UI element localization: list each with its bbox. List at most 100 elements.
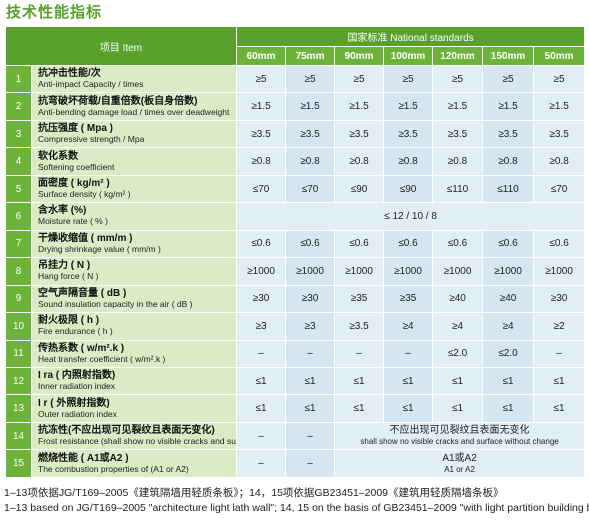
value-cell: ≥1.5 xyxy=(383,92,434,121)
property-name: 干燥收缩值 ( mm/m ) Drying shrinkage value ( m… xyxy=(30,229,238,259)
property-name-zh: 抗冲击性能/次 xyxy=(38,68,101,80)
value-cell: ≤1 xyxy=(285,366,336,396)
value-cell: ≥40 xyxy=(482,284,535,314)
row-number: 3 xyxy=(5,119,32,149)
value-cell: ≥1.5 xyxy=(533,92,586,121)
table-row: 1 抗冲击性能/次 Anti-impact Capacity / times ≥5 ≥5… xyxy=(5,64,586,94)
value-cell: ≥1000 xyxy=(533,257,586,286)
property-name: 抗冻性(不应出现可见裂纹且表面无变化) Frost resistance (sha… xyxy=(30,421,238,451)
table-row: 10 耐火极限 ( h ) Fire endurance ( h ) ≥3 ≥3 ≥3.5… xyxy=(5,312,586,341)
value-cell: ≥30 xyxy=(285,284,336,314)
property-name-zh: 抗弯破坏荷载/自重倍数(板自身倍数) xyxy=(38,95,198,107)
value-cell: ≤1 xyxy=(482,366,535,396)
value-cell: ≥0.8 xyxy=(482,147,535,176)
property-name: 吊挂力 ( N ) Hang force ( N ) xyxy=(30,257,238,286)
property-name-zh: 含水率 (%) xyxy=(38,205,87,217)
property-name-zh: 抗压强度 ( Mpa ) xyxy=(38,123,113,135)
value-cell: ≤1 xyxy=(432,366,484,396)
value-cell: ≤90 xyxy=(383,174,434,204)
value-cell: ≥3.5 xyxy=(334,119,385,149)
merged-value-en: A1 or A2 xyxy=(444,464,475,474)
row-number: 6 xyxy=(5,202,32,231)
row-number: 1 xyxy=(5,64,32,94)
table-row: 13 I r ( 外照射指数) Outer radiation index ≤1 ≤1 ≤… xyxy=(5,394,586,423)
spec-table-container: 项目 Item 国家标准 National standards 60mm 75m… xyxy=(4,26,586,478)
property-name-zh: 吊挂力 ( N ) xyxy=(38,260,91,272)
value-cell: ≤0.6 xyxy=(533,229,586,259)
value-cell: – xyxy=(285,449,336,478)
property-name: 面密度 ( kg/m² ) Surface density ( kg/m² ) xyxy=(30,174,238,204)
value-cell: ≥3 xyxy=(236,312,287,341)
property-name: I r ( 外照射指数) Outer radiation index xyxy=(30,394,238,423)
value-cell: ≤0.6 xyxy=(236,229,287,259)
value-cell: ≥5 xyxy=(236,64,287,94)
value-cell: ≥1000 xyxy=(383,257,434,286)
row-number: 10 xyxy=(5,312,32,341)
value-cell: ≥0.8 xyxy=(533,147,586,176)
table-row: 14 抗冻性(不应出现可见裂纹且表面无变化) Frost resistance (s… xyxy=(5,421,586,451)
property-name-en: Surface density ( kg/m² ) xyxy=(38,189,131,200)
value-cell: ≥40 xyxy=(432,284,484,314)
row-number: 7 xyxy=(5,229,32,259)
row-number: 2 xyxy=(5,92,32,121)
column-header: 60mm xyxy=(236,46,287,66)
property-name: 抗弯破坏荷载/自重倍数(板自身倍数) Anti-bending damage lo… xyxy=(30,92,238,121)
column-header: 90mm xyxy=(334,46,385,66)
value-cell: ≤2.0 xyxy=(432,339,484,368)
value-cell: – xyxy=(334,339,385,368)
value-cell: ≤1 xyxy=(236,366,287,396)
row-number: 8 xyxy=(5,257,32,286)
value-cell: – xyxy=(285,339,336,368)
value-cell: ≥0.8 xyxy=(383,147,434,176)
value-cell: ≥3.5 xyxy=(383,119,434,149)
value-cell: ≤0.6 xyxy=(432,229,484,259)
value-cell: ≥1000 xyxy=(482,257,535,286)
property-name-zh: 软化系数 xyxy=(38,150,78,162)
value-cell: ≥1000 xyxy=(432,257,484,286)
property-name-en: Drying shrinkage value ( mm/m ) xyxy=(38,243,161,254)
value-cell: ≥5 xyxy=(482,64,535,94)
value-cell: ≤0.6 xyxy=(383,229,434,259)
value-cell: ≤1 xyxy=(482,394,535,423)
value-cell: ≤0.6 xyxy=(482,229,535,259)
value-cell: ≥3.5 xyxy=(432,119,484,149)
column-header: 75mm xyxy=(285,46,336,66)
table-row: 9 空气声隔音量 ( dB ) Sound insulation capacity … xyxy=(5,284,586,314)
value-cell: ≥3.5 xyxy=(334,312,385,341)
merged-value-en: shall show no visible cracks and surface… xyxy=(360,437,559,447)
value-cell: ≤0.6 xyxy=(285,229,336,259)
row-number: 12 xyxy=(5,366,32,396)
value-cell: ≥1.5 xyxy=(432,92,484,121)
merged-value-zh: 不应出现可见裂纹且表面无变化 xyxy=(389,425,530,437)
value-cell: ≤1 xyxy=(334,366,385,396)
value-cell: ≥3.5 xyxy=(482,119,535,149)
property-name-en: Softening coefficient xyxy=(38,161,115,172)
value-cell: ≥2 xyxy=(533,312,586,341)
row-number: 4 xyxy=(5,147,32,176)
property-name-zh: 耐火极限 ( h ) xyxy=(38,315,100,327)
value-cell: ≤90 xyxy=(334,174,385,204)
value-cell: ≤1 xyxy=(285,394,336,423)
property-name: 抗压强度 ( Mpa ) Compressive strength / Mpa xyxy=(30,119,238,149)
table-row: 8 吊挂力 ( N ) Hang force ( N ) ≥1000 ≥1000 ≥100… xyxy=(5,257,586,286)
value-cell: ≤110 xyxy=(432,174,484,204)
value-cell: ≥30 xyxy=(533,284,586,314)
value-cell: – xyxy=(285,421,336,451)
value-cell: ≤1 xyxy=(533,366,586,396)
value-cell: ≥5 xyxy=(334,64,385,94)
value-cell: ≤0.6 xyxy=(334,229,385,259)
property-name-zh: 空气声隔音量 ( dB ) xyxy=(38,287,127,299)
row-number: 15 xyxy=(5,449,32,478)
table-row: 3 抗压强度 ( Mpa ) Compressive strength / Mpa ≥… xyxy=(5,119,586,149)
table-row: 4 软化系数 Softening coefficient ≥0.8 ≥0.8 ≥0.8 ≥0… xyxy=(5,147,586,176)
property-name-en: Heat transfer coefficient ( w/m².k ) xyxy=(38,353,166,364)
property-name-zh: 传热系数 ( w/m².k ) xyxy=(38,342,125,354)
table-row: 15 燃烧性能 ( A1或A2 ) The combustion propertie… xyxy=(5,449,586,478)
spec-table: 项目 Item 国家标准 National standards 60mm 75m… xyxy=(4,26,586,478)
value-cell: ≥4 xyxy=(432,312,484,341)
property-name-zh: 燃烧性能 ( A1或A2 ) xyxy=(38,452,129,464)
value-cell: ≥1.5 xyxy=(334,92,385,121)
property-name-en: Fire endurance ( h ) xyxy=(38,326,113,337)
value-cell: – xyxy=(236,339,287,368)
row-number: 9 xyxy=(5,284,32,314)
